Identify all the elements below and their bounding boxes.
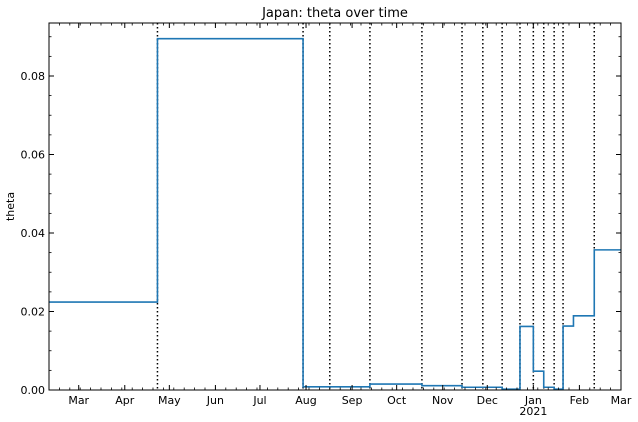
x-tick-label: Mar — [68, 394, 89, 407]
x-tick-label: Jul — [252, 394, 266, 407]
x-tick-label: Jan — [524, 394, 542, 407]
series-lines — [49, 37, 621, 391]
x-axis-ticks: Mar Apr May Jun Jul Aug Sep Oct Nov Dec Jan Feb Mar 2… — [48, 23, 632, 418]
x-tick-label: Jun — [206, 394, 224, 407]
y-tick-label: 0.04 — [21, 227, 46, 240]
y-tick-label: 0.00 — [21, 384, 46, 397]
x-tick-label: Feb — [570, 394, 589, 407]
plot-frame — [48, 22, 622, 391]
y-tick-label: 0.02 — [21, 305, 46, 318]
chart-title: Japan: theta over time — [261, 6, 408, 21]
x-tick-label: May — [158, 394, 181, 407]
y-tick-label: 0.06 — [21, 148, 46, 161]
y-tick-label: 0.08 — [21, 70, 46, 83]
x-tick-label: Nov — [432, 394, 454, 407]
x-tick-label: Mar — [611, 394, 632, 407]
x-tick-label: Aug — [295, 394, 316, 407]
y-axis-ticks: 0.00 0.02 0.04 0.06 0.08 — [21, 36, 621, 397]
theta-series-line — [49, 37, 621, 391]
breakpoint-lines — [156, 23, 596, 390]
plot-background — [49, 23, 621, 390]
x-tick-label: Oct — [387, 394, 407, 407]
x-tick-label: Sep — [342, 394, 363, 407]
x-year-label: 2021 — [519, 405, 547, 418]
x-tick-label: Dec — [477, 394, 498, 407]
y-axis-label: theta — [4, 192, 17, 221]
x-tick-label: Apr — [115, 394, 135, 407]
